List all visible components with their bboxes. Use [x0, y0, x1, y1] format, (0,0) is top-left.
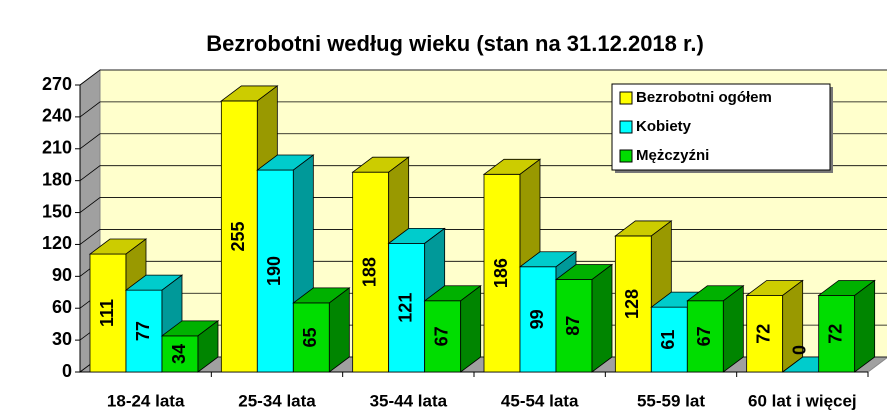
data-label: 128	[622, 289, 642, 319]
y-tick-label: 120	[42, 233, 72, 253]
x-tick-label: 45-54 lata	[501, 391, 579, 410]
x-tick-label: 55-59 lat	[637, 391, 705, 410]
x-tick-label: 60 lat i więcej	[748, 391, 857, 410]
bar	[89, 253, 127, 373]
y-tick-label: 90	[52, 265, 72, 285]
bar-side	[197, 320, 219, 373]
bar	[292, 302, 330, 373]
bar	[220, 100, 258, 373]
data-label: 72	[753, 324, 773, 344]
bar	[818, 295, 856, 373]
x-tick-label: 35-44 lata	[370, 391, 448, 410]
bar	[555, 279, 593, 373]
y-tick-label: 240	[42, 106, 72, 126]
legend-swatch	[619, 120, 633, 134]
bar-side	[722, 284, 744, 373]
data-label: 0	[789, 345, 809, 355]
data-label: 87	[563, 316, 583, 336]
bar-side	[591, 263, 613, 373]
data-label: 111	[97, 299, 117, 327]
y-tick-label: 270	[42, 74, 72, 94]
chart-title: Bezrobotni według wieku (stan na 31.12.2…	[206, 31, 704, 56]
legend-label: Kobiety	[636, 118, 692, 135]
y-tick-label: 30	[52, 329, 72, 349]
y-tick-label: 210	[42, 138, 72, 158]
data-label: 34	[169, 344, 189, 364]
y-tick-label: 180	[42, 169, 72, 189]
data-label: 67	[431, 326, 451, 346]
bar	[686, 300, 724, 373]
legend: Bezrobotni ogółem Kobiety Mężczyźni	[611, 83, 833, 173]
data-label: 190	[264, 256, 284, 286]
bar-side	[854, 279, 876, 373]
legend-label: Bezrobotni ogółem	[636, 89, 772, 106]
grid-line	[79, 197, 887, 213]
bar	[125, 289, 163, 373]
x-tick-label: 18-24 lata	[107, 391, 185, 410]
data-label: 255	[228, 221, 248, 251]
bar	[424, 300, 462, 373]
bar	[388, 242, 426, 373]
bar-side	[782, 279, 804, 373]
data-label: 67	[694, 326, 714, 346]
bar-side	[328, 287, 350, 373]
legend-swatch	[619, 91, 633, 105]
grid-line	[79, 69, 887, 86]
data-label: 99	[527, 309, 547, 329]
data-label: 61	[658, 330, 678, 350]
legend-swatch	[619, 149, 633, 163]
data-label: 121	[395, 293, 415, 323]
data-label: 65	[300, 327, 320, 347]
y-tick-label: 150	[42, 201, 72, 221]
legend-label: Mężczyźni	[636, 147, 709, 164]
bar-side	[460, 284, 482, 373]
legend-box	[611, 83, 831, 171]
y-tick-label: 60	[52, 297, 72, 317]
bar	[519, 266, 557, 373]
y-tick-label: 0	[62, 361, 72, 381]
data-label: 77	[133, 321, 153, 341]
data-label: 188	[359, 257, 379, 287]
bar	[483, 173, 521, 373]
x-tick-label: 25-34 lata	[238, 391, 316, 410]
data-label: 186	[491, 258, 511, 288]
data-label: 72	[825, 324, 845, 344]
